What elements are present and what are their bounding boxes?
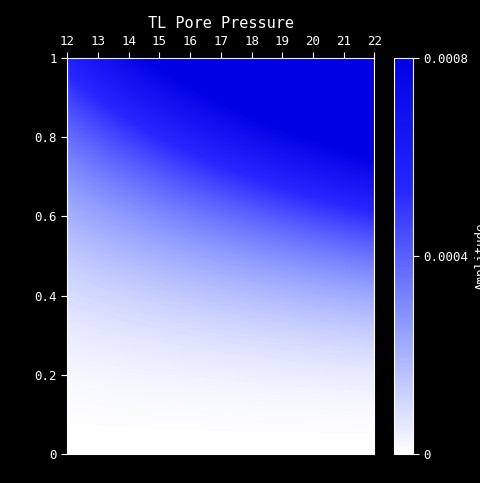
Y-axis label: Amplitude: Amplitude [475,222,480,290]
X-axis label: TL Pore Pressure: TL Pore Pressure [148,15,294,30]
